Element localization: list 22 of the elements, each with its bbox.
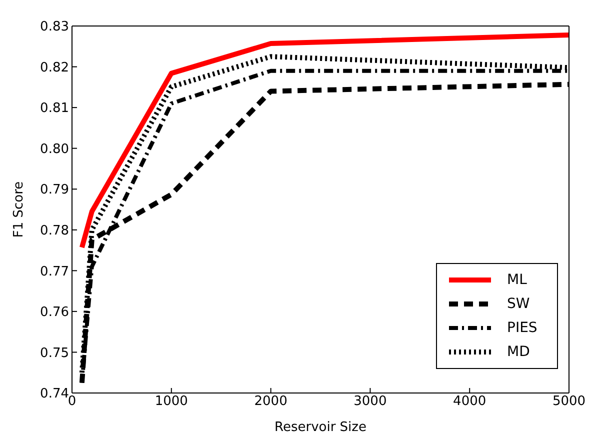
y-tick-label: 0.77 (40, 264, 69, 280)
x-tick-label: 4000 (453, 394, 486, 410)
legend-label: ML (507, 272, 528, 288)
x-axis-title: Reservoir Size (274, 420, 366, 435)
x-tick-label: 5000 (552, 394, 586, 410)
y-tick-label: 0.81 (40, 101, 69, 116)
x-tick-label: 2000 (254, 394, 288, 410)
y-tick-label: 0.80 (40, 142, 69, 157)
legend-label: PIES (507, 320, 538, 336)
y-tick-label: 0.74 (40, 386, 69, 402)
x-tick-label: 1000 (154, 394, 188, 410)
y-axis-title: F1 Score (12, 181, 27, 238)
y-tick-label: 0.83 (40, 20, 69, 35)
y-tick-label: 0.79 (40, 182, 69, 198)
legend-label: SW (507, 296, 531, 312)
x-tick-label: 3000 (354, 394, 387, 410)
legend-label: MD (507, 344, 531, 360)
x-tick-label: 0 (68, 394, 76, 410)
y-tick-label: 0.78 (40, 224, 69, 239)
y-tick-label: 0.82 (40, 60, 69, 76)
y-tick-label: 0.75 (40, 346, 69, 361)
y-tick-label: 0.76 (40, 305, 69, 320)
